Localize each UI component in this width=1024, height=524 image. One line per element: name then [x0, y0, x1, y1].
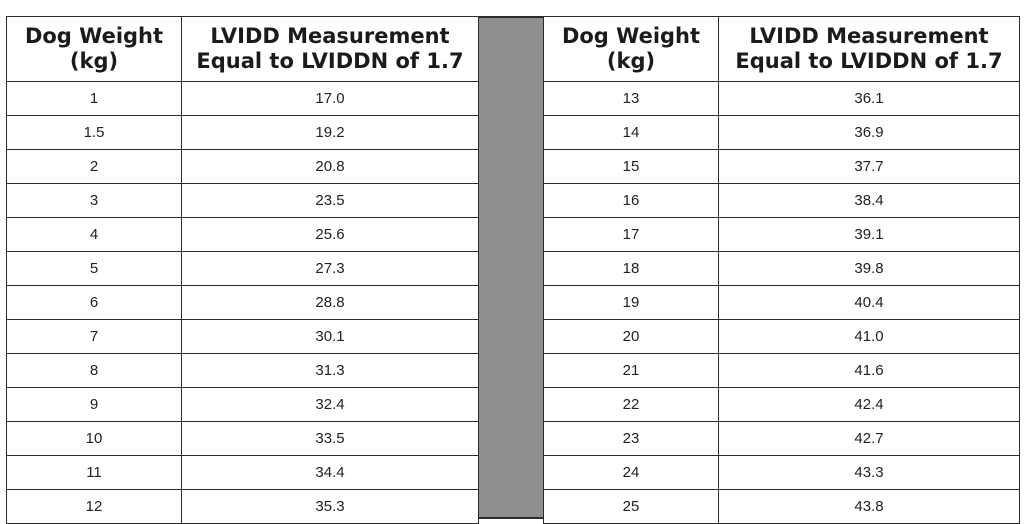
lvidd-cell: 35.3: [181, 489, 479, 524]
table-row: 15 37.7: [543, 149, 1020, 184]
header-dog-weight: Dog Weight (kg): [6, 16, 182, 82]
lvidd-cell: 43.8: [718, 489, 1020, 524]
lvidd-cell: 30.1: [181, 319, 479, 354]
table-row: 19 40.4: [543, 285, 1020, 320]
weight-cell: 9: [6, 387, 182, 422]
lvidd-cell: 23.5: [181, 183, 479, 218]
table-row: 14 36.9: [543, 115, 1020, 150]
lvidd-cell: 36.1: [718, 81, 1020, 116]
table-row: 3 23.5: [6, 183, 479, 218]
weight-cell: 1: [6, 81, 182, 116]
header-lvidd-line2: Equal to LVIDDN of 1.7: [735, 49, 1003, 73]
weight-cell: 5: [6, 251, 182, 286]
table-row: 21 41.6: [543, 353, 1020, 388]
table-row: 9 32.4: [6, 387, 479, 422]
weight-cell: 10: [6, 421, 182, 456]
lvidd-cell: 34.4: [181, 455, 479, 490]
lvidd-reference-table: Dog Weight (kg) LVIDD Measurement Equal …: [6, 16, 1020, 524]
lvidd-cell: 31.3: [181, 353, 479, 388]
lvidd-cell: 20.8: [181, 149, 479, 184]
lvidd-cell: 40.4: [718, 285, 1020, 320]
lvidd-cell: 32.4: [181, 387, 479, 422]
weight-cell: 8: [6, 353, 182, 388]
table-row: 11 34.4: [6, 455, 479, 490]
weight-cell: 21: [543, 353, 719, 388]
table-row: 1.5 19.2: [6, 115, 479, 150]
weight-cell: 23: [543, 421, 719, 456]
weight-cell: 20: [543, 319, 719, 354]
weight-cell: 4: [6, 217, 182, 252]
weight-cell: 11: [6, 455, 182, 490]
table-row: 1 17.0: [6, 81, 479, 116]
column-divider: [479, 16, 543, 519]
lvidd-cell: 43.3: [718, 455, 1020, 490]
weight-cell: 18: [543, 251, 719, 286]
table-row: 12 35.3: [6, 489, 479, 524]
weight-cell: 25: [543, 489, 719, 524]
header-lvidd: LVIDD Measurement Equal to LVIDDN of 1.7: [181, 16, 479, 82]
table-row: 13 36.1: [543, 81, 1020, 116]
table-row: 2 20.8: [6, 149, 479, 184]
table-row: 22 42.4: [543, 387, 1020, 422]
weight-cell: 22: [543, 387, 719, 422]
weight-cell: 13: [543, 81, 719, 116]
table-row: 20 41.0: [543, 319, 1020, 354]
lvidd-cell: 17.0: [181, 81, 479, 116]
table-row: 6 28.8: [6, 285, 479, 320]
table-row: 16 38.4: [543, 183, 1020, 218]
lvidd-cell: 25.6: [181, 217, 479, 252]
weight-cell: 17: [543, 217, 719, 252]
weight-cell: 7: [6, 319, 182, 354]
weight-cell: 24: [543, 455, 719, 490]
lvidd-cell: 33.5: [181, 421, 479, 456]
lvidd-cell: 27.3: [181, 251, 479, 286]
table-row: 25 43.8: [543, 489, 1020, 524]
table-row: 18 39.8: [543, 251, 1020, 286]
table-right-half: Dog Weight (kg) LVIDD Measurement Equal …: [543, 16, 1020, 524]
weight-cell: 19: [543, 285, 719, 320]
lvidd-cell: 37.7: [718, 149, 1020, 184]
header-dog-weight-line1: Dog Weight: [24, 24, 164, 48]
table-row: 24 43.3: [543, 455, 1020, 490]
weight-cell: 1.5: [6, 115, 182, 150]
lvidd-cell: 42.4: [718, 387, 1020, 422]
weight-cell: 6: [6, 285, 182, 320]
weight-cell: 12: [6, 489, 182, 524]
header-row: Dog Weight (kg) LVIDD Measurement Equal …: [543, 16, 1020, 82]
table-row: 4 25.6: [6, 217, 479, 252]
header-lvidd: LVIDD Measurement Equal to LVIDDN of 1.7: [718, 16, 1020, 82]
weight-cell: 2: [6, 149, 182, 184]
lvidd-cell: 41.0: [718, 319, 1020, 354]
table-row: 17 39.1: [543, 217, 1020, 252]
lvidd-cell: 36.9: [718, 115, 1020, 150]
header-dog-weight-line2: (kg): [69, 49, 119, 73]
header-dog-weight-line1: Dog Weight: [561, 24, 701, 48]
header-row: Dog Weight (kg) LVIDD Measurement Equal …: [6, 16, 479, 82]
lvidd-cell: 28.8: [181, 285, 479, 320]
weight-cell: 3: [6, 183, 182, 218]
table-row: 5 27.3: [6, 251, 479, 286]
table-row: 23 42.7: [543, 421, 1020, 456]
weight-cell: 16: [543, 183, 719, 218]
table-row: 7 30.1: [6, 319, 479, 354]
header-lvidd-line2: Equal to LVIDDN of 1.7: [196, 49, 464, 73]
table-left-half: Dog Weight (kg) LVIDD Measurement Equal …: [6, 16, 479, 524]
header-lvidd-line1: LVIDD Measurement: [749, 24, 989, 48]
table-row: 10 33.5: [6, 421, 479, 456]
table-row: 8 31.3: [6, 353, 479, 388]
weight-cell: 14: [543, 115, 719, 150]
header-dog-weight-line2: (kg): [606, 49, 656, 73]
lvidd-cell: 42.7: [718, 421, 1020, 456]
header-dog-weight: Dog Weight (kg): [543, 16, 719, 82]
lvidd-cell: 39.1: [718, 217, 1020, 252]
weight-cell: 15: [543, 149, 719, 184]
header-lvidd-line1: LVIDD Measurement: [210, 24, 450, 48]
lvidd-cell: 41.6: [718, 353, 1020, 388]
lvidd-cell: 19.2: [181, 115, 479, 150]
lvidd-cell: 38.4: [718, 183, 1020, 218]
lvidd-cell: 39.8: [718, 251, 1020, 286]
